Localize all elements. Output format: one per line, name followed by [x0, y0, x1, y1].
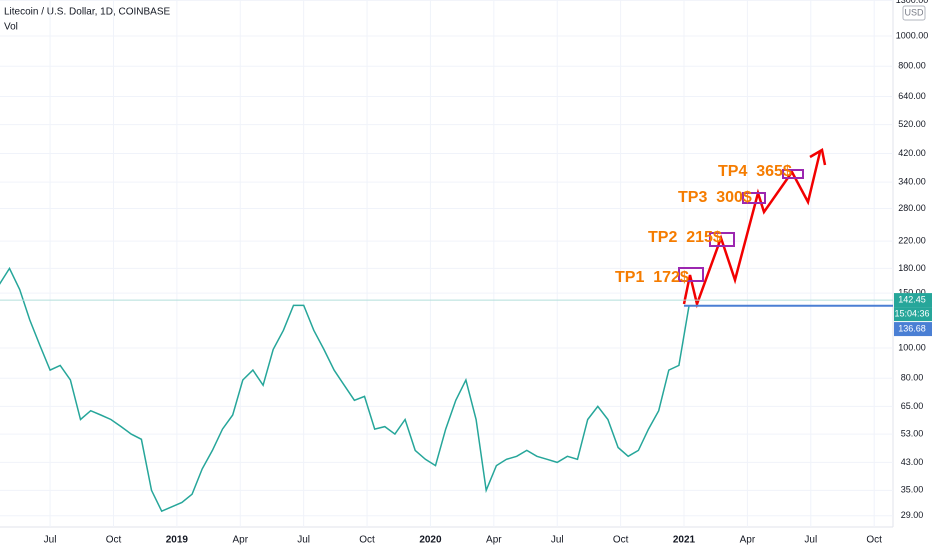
arrow-head	[809, 148, 827, 166]
line-price: 136.68	[898, 323, 926, 333]
y-tick-label: 80.00	[901, 373, 924, 383]
target-box	[709, 232, 735, 247]
y-tick-label: 1300.00	[896, 0, 929, 5]
target-label: TP3 300$	[678, 189, 752, 206]
countdown-tag	[894, 307, 932, 322]
x-tick-label: Oct	[613, 535, 629, 546]
y-tick-label: 150.00	[898, 287, 926, 297]
y-tick-label: 180.00	[898, 263, 926, 273]
chart-title: Litecoin / U.S. Dollar, 1D, COINBASE	[4, 7, 171, 18]
target-box	[782, 169, 804, 179]
y-tick-label: 420.00	[898, 148, 926, 158]
y-tick-label: 1000.00	[896, 30, 929, 40]
x-tick-label: Jul	[804, 535, 817, 546]
currency[interactable]: USD	[904, 7, 924, 17]
y-tick-label: 220.00	[898, 236, 926, 246]
y-tick-label: 280.00	[898, 203, 926, 213]
target-label: TP1 172$	[615, 269, 689, 286]
target-box	[742, 192, 766, 204]
currency-box[interactable]	[902, 5, 926, 21]
target-label: TP4 365$	[718, 163, 792, 180]
price-line	[0, 266, 690, 513]
x-tick-label: 2021	[673, 535, 696, 546]
y-tick-label: 65.00	[901, 401, 924, 411]
y-tick-label: 640.00	[898, 91, 926, 101]
y-tick-label: 35.00	[901, 485, 924, 495]
target-box	[678, 267, 704, 282]
x-tick-label: Apr	[486, 535, 502, 546]
last-price: 142.45	[898, 294, 926, 304]
y-tick-label: 29.00	[901, 510, 924, 520]
x-tick-label: Oct	[359, 535, 375, 546]
x-tick-label: Apr	[232, 535, 248, 546]
x-tick-label: Jul	[44, 535, 57, 546]
chart-subtitle: Vol	[4, 22, 18, 33]
x-tick-label: Apr	[740, 535, 756, 546]
x-tick-label: Oct	[866, 535, 882, 546]
price-tag	[894, 322, 932, 337]
y-tick-label: 800.00	[898, 61, 926, 71]
projection-arrow	[682, 151, 822, 309]
y-tick-label: 53.00	[901, 428, 924, 438]
target-label: TP2 215$	[648, 229, 722, 246]
price-tag	[894, 293, 932, 308]
y-tick-label: 340.00	[898, 177, 926, 187]
x-tick-label: 2019	[166, 535, 189, 546]
x-tick-label: 2020	[419, 535, 442, 546]
y-tick-label: 43.00	[901, 457, 924, 467]
x-tick-label: Jul	[551, 535, 564, 546]
x-tick-label: Jul	[297, 535, 310, 546]
x-tick-label: Oct	[106, 535, 122, 546]
countdown: 15:04:36	[894, 308, 929, 318]
y-tick-label: 100.00	[898, 342, 926, 352]
y-tick-label: 520.00	[898, 119, 926, 129]
